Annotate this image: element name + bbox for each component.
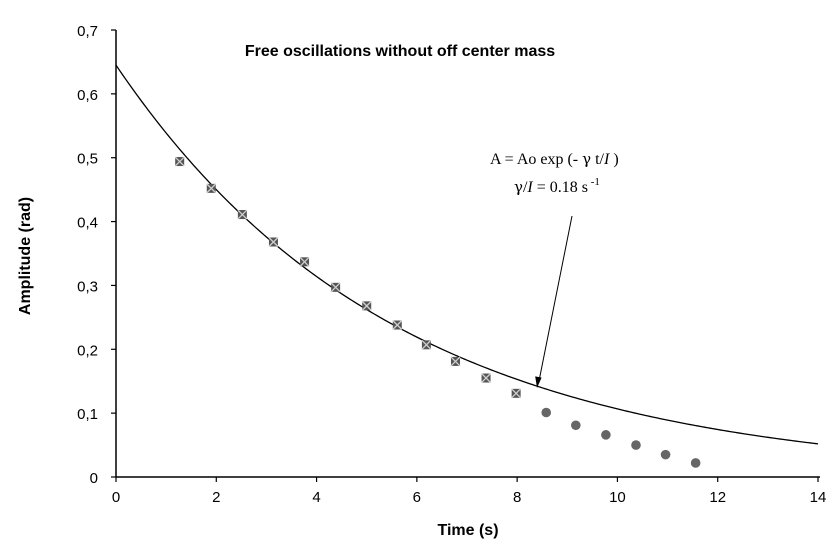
x-tick-label: 4: [312, 489, 320, 506]
y-tick-label: 0,2: [77, 342, 98, 359]
data-point-circle: [660, 449, 671, 460]
data-point-square: [450, 356, 461, 367]
data-point-circle: [690, 458, 701, 468]
y-tick-label: 0,4: [77, 215, 98, 232]
y-axis-title: Amplitude (rad): [17, 197, 34, 315]
y-tick-label: 0: [90, 470, 98, 487]
formula-line-1: A = Ao exp (- γ t/I ): [490, 150, 619, 168]
data-point-circle: [541, 407, 552, 418]
circle-marker-series: [541, 407, 701, 468]
data-point-square: [511, 388, 522, 399]
y-tick-label: 0,6: [77, 87, 98, 104]
formula-annotation: A = Ao exp (- γ t/I ) γ/I = 0.18 s -1: [490, 150, 619, 388]
y-ticks: 0 0,1 0,2 0,3 0,4 0,5 0,6 0,7: [77, 23, 116, 487]
data-point-square: [361, 300, 372, 311]
data-point-circle: [571, 420, 581, 431]
y-tick-label: 0,3: [77, 278, 98, 295]
chart-title: Free oscillations without off center mas…: [245, 43, 555, 60]
x-tick-label: 2: [212, 489, 220, 506]
y-tick-label: 0,7: [77, 23, 98, 40]
data-point-square: [481, 373, 492, 383]
x-tick-label: 8: [513, 489, 521, 506]
x-tick-label: 6: [413, 489, 421, 506]
x-tick-label: 14: [810, 489, 827, 506]
y-tick-label: 0,1: [77, 406, 98, 423]
data-point-circle: [601, 430, 611, 440]
formula-line-2: γ/I = 0.18 s -1: [514, 176, 600, 196]
x-tick-label: 12: [709, 489, 726, 506]
data-point-square: [174, 156, 185, 167]
data-point-square: [206, 183, 217, 194]
annotation-arrow-head: [535, 376, 542, 388]
data-point-square: [268, 237, 279, 247]
data-point-square: [421, 339, 432, 350]
x-axis-title: Time (s): [437, 522, 498, 539]
data-point-circle: [631, 440, 641, 450]
axes: [115, 30, 820, 478]
x-tick-label: 10: [609, 489, 626, 506]
annotation-arrow-line: [538, 215, 573, 382]
fit-curve: [115, 64, 819, 445]
square-marker-series: [174, 156, 522, 399]
x-tick-label: 0: [112, 489, 120, 506]
x-ticks: 0 2 4 6 8 10 12 14: [112, 477, 827, 506]
data-point-square: [392, 320, 403, 330]
data-point-square: [237, 209, 248, 220]
data-point-square: [330, 282, 341, 293]
data-point-square: [299, 256, 310, 267]
y-tick-label: 0,5: [77, 151, 98, 168]
